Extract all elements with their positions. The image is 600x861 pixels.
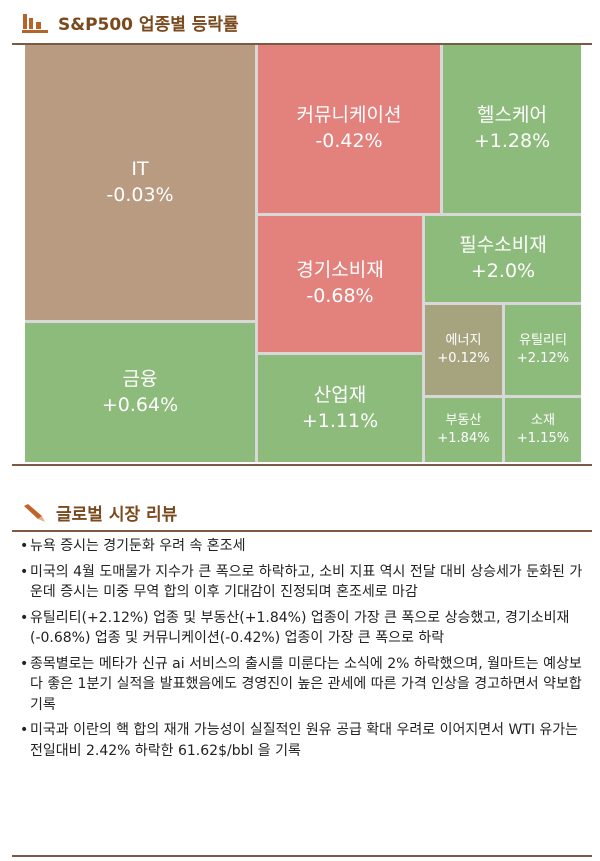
tile-label: IT xyxy=(131,157,149,180)
tile-value: -0.68% xyxy=(306,285,374,307)
treemap-tile: 경기소비재 -0.68% xyxy=(258,216,422,352)
review-item: 미국과 이란의 핵 합의 재개 가능성이 실질적인 원유 공급 확대 우려로 이… xyxy=(20,720,585,761)
tile-value: -0.03% xyxy=(106,183,174,206)
tile-value: +1.28% xyxy=(473,130,551,152)
treemap-tile: 커뮤니케이션 -0.42% xyxy=(258,45,440,213)
tile-value: +1.11% xyxy=(301,409,379,432)
sector-treemap: IT -0.03% 금융 +0.64% 커뮤니케이션 -0.42% 헬스케어 +1.28% 경기… xyxy=(25,45,581,462)
treemap-tile: 소재 +1.15% xyxy=(505,398,581,462)
bar-chart-icon xyxy=(22,13,48,33)
treemap-tile: 유틸리티 +2.12% xyxy=(505,305,581,395)
review-item: 뉴욕 증시는 경기둔화 우려 속 혼조세 xyxy=(20,536,585,557)
pen-icon xyxy=(24,503,45,522)
divider xyxy=(12,464,592,466)
tile-label: 부동산 xyxy=(445,413,482,429)
tile-value: +0.64% xyxy=(101,393,179,416)
review-item: 종목별로는 메타가 신규 ai 서비스의 출시를 미룬다는 소식에 2% 하락했… xyxy=(20,654,585,716)
treemap-tile: 부동산 +1.84% xyxy=(425,398,502,462)
sector-title-text: S&P500 업종별 등락률 xyxy=(58,15,239,35)
tile-label: 필수소비재 xyxy=(459,234,547,257)
treemap-tile: 금융 +0.64% xyxy=(25,323,255,462)
treemap-tile: 필수소비재 +2.0% xyxy=(425,216,581,302)
tile-label: 산업재 xyxy=(313,383,367,406)
tile-value: +0.12% xyxy=(437,351,490,366)
tile-label: 헬스케어 xyxy=(477,104,547,127)
treemap-tile: 헬스케어 +1.28% xyxy=(443,45,581,213)
tile-label: 경기소비재 xyxy=(296,259,384,282)
tile-label: 커뮤니케이션 xyxy=(296,104,402,127)
review-item: 미국의 4월 도매물가 지수가 큰 폭으로 하락하고, 소비 지표 역시 전달 … xyxy=(20,562,585,603)
divider xyxy=(12,855,592,857)
tile-label: 금융 xyxy=(122,367,158,390)
section-title-sector: S&P500 업종별 등락률 xyxy=(22,10,239,35)
tile-value: +1.84% xyxy=(437,431,490,446)
treemap-tile: 산업재 +1.11% xyxy=(258,355,422,462)
review-title-text: 글로벌 시장 리뷰 xyxy=(56,505,178,525)
review-item: 유틸리티(+2.12%) 업종 및 부동산(+1.84%) 업종이 가장 큰 폭… xyxy=(20,608,585,649)
tile-label: 에너지 xyxy=(445,333,482,349)
treemap-tile: 에너지 +0.12% xyxy=(425,305,502,395)
tile-label: 소재 xyxy=(531,413,555,429)
review-list: 뉴욕 증시는 경기둔화 우려 속 혼조세 미국의 4월 도매물가 지수가 큰 폭… xyxy=(20,536,585,766)
tile-value: +2.12% xyxy=(516,351,570,366)
tile-value: +2.0% xyxy=(470,260,536,282)
divider xyxy=(12,43,592,45)
section-title-review: 글로벌 시장 리뷰 xyxy=(22,500,177,525)
tile-label: 유틸리티 xyxy=(519,333,567,349)
treemap-tile: IT -0.03% xyxy=(25,45,255,320)
tile-value: +1.15% xyxy=(516,431,570,446)
tile-value: -0.42% xyxy=(315,130,383,152)
divider xyxy=(12,530,592,532)
